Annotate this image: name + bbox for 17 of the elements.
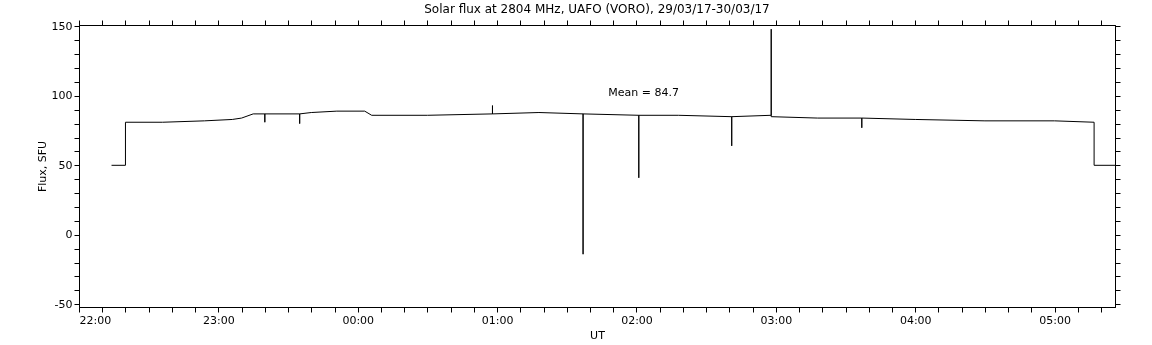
- chart-title: Solar flux at 2804 MHz, UAFO (VORO), 29/03/17-30/03/17: [424, 1, 770, 16]
- x-tick-label: 22:00: [79, 313, 112, 327]
- x-tick-label: 23:00: [203, 313, 235, 327]
- x-tick-label: 03:00: [760, 313, 793, 327]
- x-tick-label: 04:00: [899, 313, 932, 327]
- annotation: Mean = 84.7: [608, 85, 679, 99]
- y-tick-label: 100: [51, 89, 73, 103]
- x-axis-title: UT: [590, 328, 606, 342]
- y-tick-label: -50: [54, 297, 73, 311]
- x-tick-label: 01:00: [481, 313, 514, 327]
- y-tick-label: 50: [58, 158, 73, 172]
- y-tick-label: 0: [65, 228, 73, 242]
- x-tick-label: 05:00: [1039, 313, 1071, 327]
- x-tick-label: 00:00: [342, 313, 375, 327]
- x-tick-label: 02:00: [621, 313, 653, 327]
- y-tick-label: 150: [51, 19, 73, 33]
- y-axis-title: Flux, SFU: [35, 140, 49, 193]
